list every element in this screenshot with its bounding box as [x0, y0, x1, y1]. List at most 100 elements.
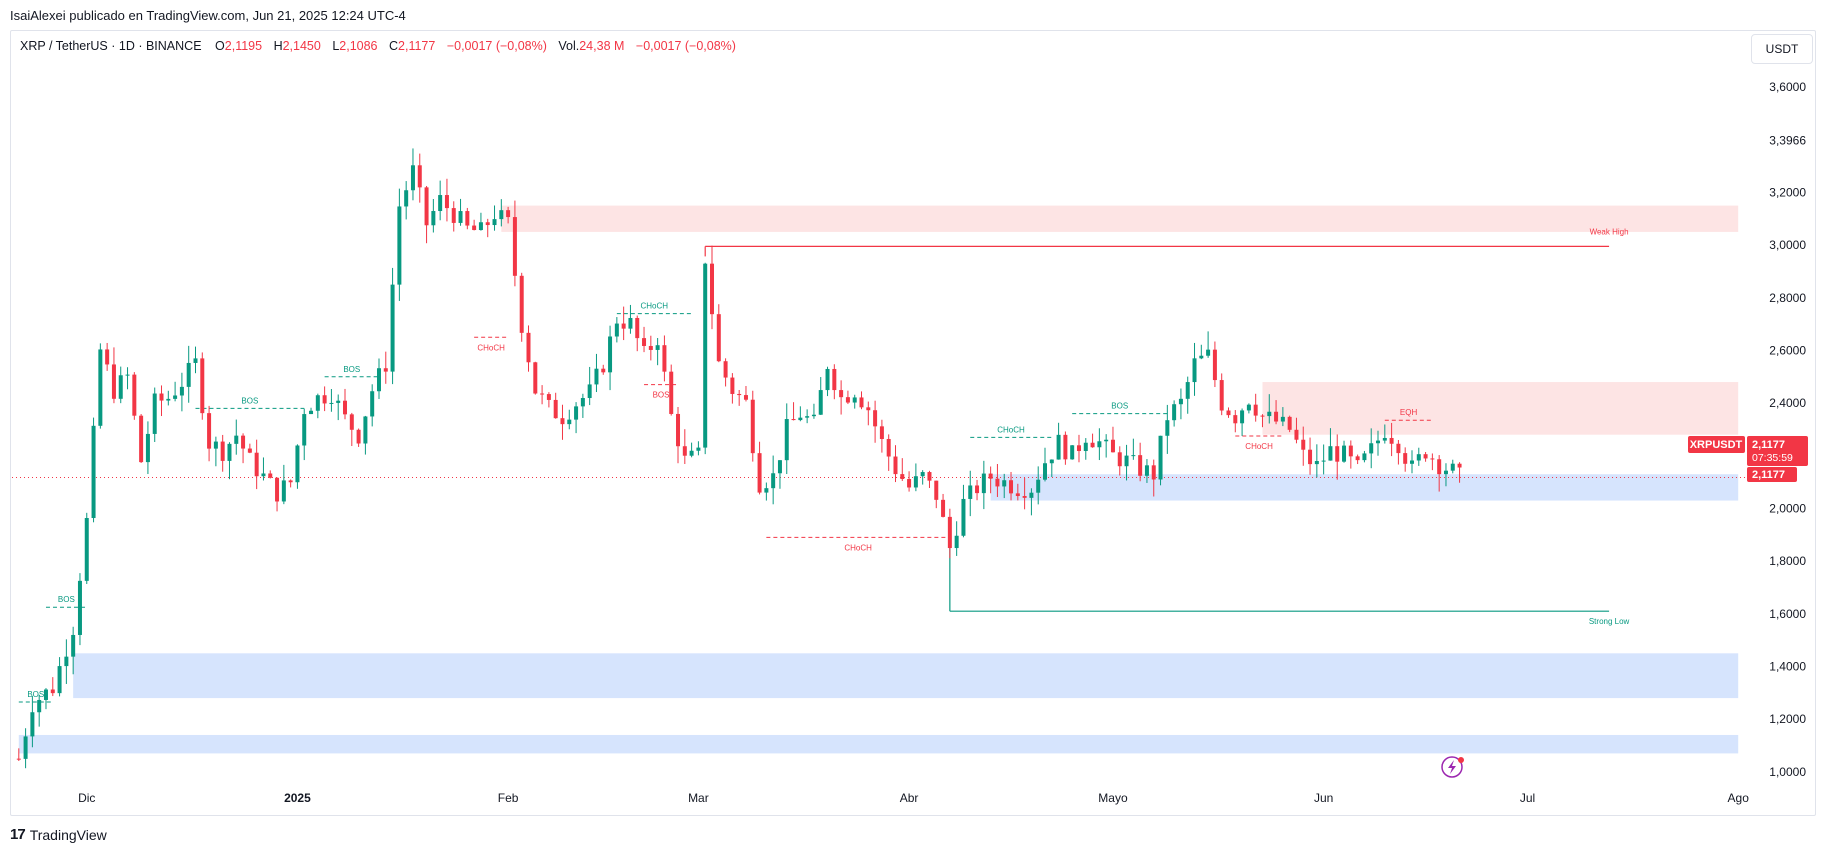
candle-body [1233, 415, 1238, 424]
candle-body [363, 416, 368, 444]
candle-body [608, 336, 613, 373]
candle-body [152, 393, 157, 434]
lightning-icon[interactable] [1441, 756, 1464, 778]
candle-body [417, 165, 422, 188]
publisher-line: IsaiAlexei publicado en TradingView.com,… [10, 8, 406, 23]
candle-body [988, 473, 993, 479]
candle-body [825, 368, 830, 391]
y-tick-label: 2,8000 [1769, 291, 1806, 305]
candle-body [159, 393, 164, 401]
candle-body [410, 165, 415, 191]
candle-body [642, 338, 647, 346]
candle-body [669, 371, 674, 414]
legend-symbol[interactable]: XRP / TetherUS · 1D · BINANCE [20, 39, 202, 53]
candle-body [336, 400, 341, 403]
candle-body [601, 368, 606, 373]
x-tick-label: Mayo [1098, 791, 1128, 805]
y-tick-label: 1,8000 [1769, 554, 1806, 568]
structure-label-5: CHoCH [640, 302, 668, 311]
candle-body [954, 535, 959, 549]
legend-open: 2,1195 [224, 39, 263, 53]
candle-body [268, 473, 273, 478]
candle-body [43, 689, 48, 700]
candle-body [703, 263, 708, 448]
candle-body [1015, 493, 1020, 497]
candle-body [444, 195, 449, 209]
candle-body [852, 397, 857, 403]
candle-body [1097, 441, 1102, 448]
candle-body [689, 450, 694, 456]
candle-body [472, 225, 477, 231]
x-tick-label: Ago [1728, 791, 1750, 805]
candle-body [30, 712, 35, 737]
candle-body [798, 417, 803, 421]
candle-body [77, 580, 82, 635]
y-tick-label: 2,4000 [1769, 396, 1806, 410]
candle-body [207, 413, 212, 449]
structure-label-11: EQH [1400, 408, 1418, 417]
candle-body [1416, 454, 1421, 461]
candle-body [1328, 446, 1333, 461]
candle-body [288, 480, 293, 483]
candle-body [1240, 410, 1245, 424]
last-price-badge [1747, 467, 1797, 482]
candle-body [832, 368, 837, 391]
candle-body [227, 443, 232, 461]
candle-body [1376, 440, 1381, 444]
tradingview-logo-icon: ⁠17 [10, 826, 26, 843]
candle-body [1219, 380, 1224, 411]
candle-body [1151, 465, 1156, 480]
candle-body [1144, 465, 1149, 476]
candle-body [730, 377, 735, 394]
candle-body [1226, 410, 1231, 416]
candle-body [886, 438, 891, 457]
candle-body [1049, 459, 1054, 464]
price-badge-text: 2,1177 [1752, 439, 1785, 451]
candle-body [465, 211, 470, 226]
candle-body [1355, 456, 1360, 461]
candle-body [261, 473, 266, 477]
candle-body [873, 410, 878, 427]
candle-body [1287, 416, 1292, 430]
candle-body [1342, 445, 1347, 462]
candle-body [1070, 445, 1075, 460]
candle-body [1382, 437, 1387, 441]
candle-body [920, 472, 925, 477]
legend-high: 2,1450 [282, 39, 321, 53]
currency-unit-button[interactable]: USDT [1751, 34, 1813, 64]
candle-body [125, 374, 130, 376]
candle-body [1165, 420, 1170, 436]
candle-body [1335, 446, 1340, 462]
candle-body [315, 395, 320, 411]
legend-vol-change: −0,0017 (−0,08%) [635, 39, 736, 53]
candle-body [438, 195, 443, 212]
countdown-text: 07:35:59 [1752, 452, 1793, 464]
candle-body [743, 395, 748, 400]
candle-body [200, 358, 205, 414]
demand-zone-2 [990, 474, 1739, 501]
candle-body [533, 362, 538, 394]
candle-body [594, 368, 599, 385]
tradingview-brand[interactable]: ⁠17 TradingView [10, 826, 107, 843]
candle-body [927, 472, 932, 481]
candle-body [492, 219, 497, 226]
y-tick-label: 3,2000 [1769, 185, 1806, 199]
candle-body [750, 399, 755, 454]
candle-body [84, 518, 89, 581]
candle-body [404, 190, 409, 207]
candle-body [166, 398, 171, 401]
brand-name: TradingView [29, 826, 107, 843]
candle-body [1403, 453, 1408, 464]
candle-body [1192, 358, 1197, 383]
price-badge [1747, 436, 1808, 466]
candle-body [1124, 455, 1129, 467]
candle-body [1076, 445, 1081, 452]
candle-body [1185, 382, 1190, 399]
candle-body [805, 416, 810, 418]
level-label-1: Strong Low [1589, 617, 1630, 626]
candle-body [329, 402, 334, 404]
candle-body [1348, 445, 1353, 457]
candle-body [1178, 398, 1183, 405]
candle-body [757, 453, 762, 493]
